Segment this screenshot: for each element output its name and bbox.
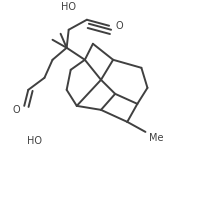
Text: Me: Me — [149, 133, 164, 143]
Text: HO: HO — [27, 136, 42, 146]
Text: O: O — [13, 105, 20, 115]
Text: O: O — [115, 21, 123, 31]
Text: HO: HO — [61, 2, 76, 12]
